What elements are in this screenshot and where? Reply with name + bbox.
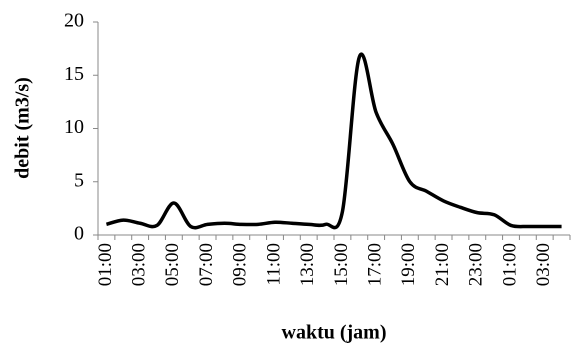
y-tick-label: 10 <box>64 116 84 138</box>
y-tick-label: 15 <box>64 63 84 85</box>
x-tick-label: 03:00 <box>129 243 150 286</box>
y-tick-label: 5 <box>74 169 84 191</box>
x-tick-label: 21:00 <box>432 243 453 286</box>
x-tick-label: 01:00 <box>499 243 520 286</box>
x-tick-label: 19:00 <box>398 243 419 286</box>
x-tick-label: 15:00 <box>331 243 352 286</box>
x-tick-label: 07:00 <box>196 243 217 286</box>
x-tick-label: 23:00 <box>466 243 487 286</box>
y-tick-label: 20 <box>64 10 84 32</box>
x-tick-label: 03:00 <box>533 243 554 286</box>
x-tick-label: 13:00 <box>297 243 318 286</box>
x-tick-label: 09:00 <box>230 243 251 286</box>
x-tick-label: 11:00 <box>263 243 284 286</box>
y-tick-label: 0 <box>74 223 84 245</box>
line-series <box>105 52 562 230</box>
x-axis-title: waktu (jam) <box>282 322 387 344</box>
x-tick-label: 17:00 <box>365 243 386 286</box>
y-axis-title: debit (m3/s) <box>12 77 34 179</box>
x-tick-label: 05:00 <box>162 243 183 286</box>
x-tick-label: 01:00 <box>95 243 116 286</box>
